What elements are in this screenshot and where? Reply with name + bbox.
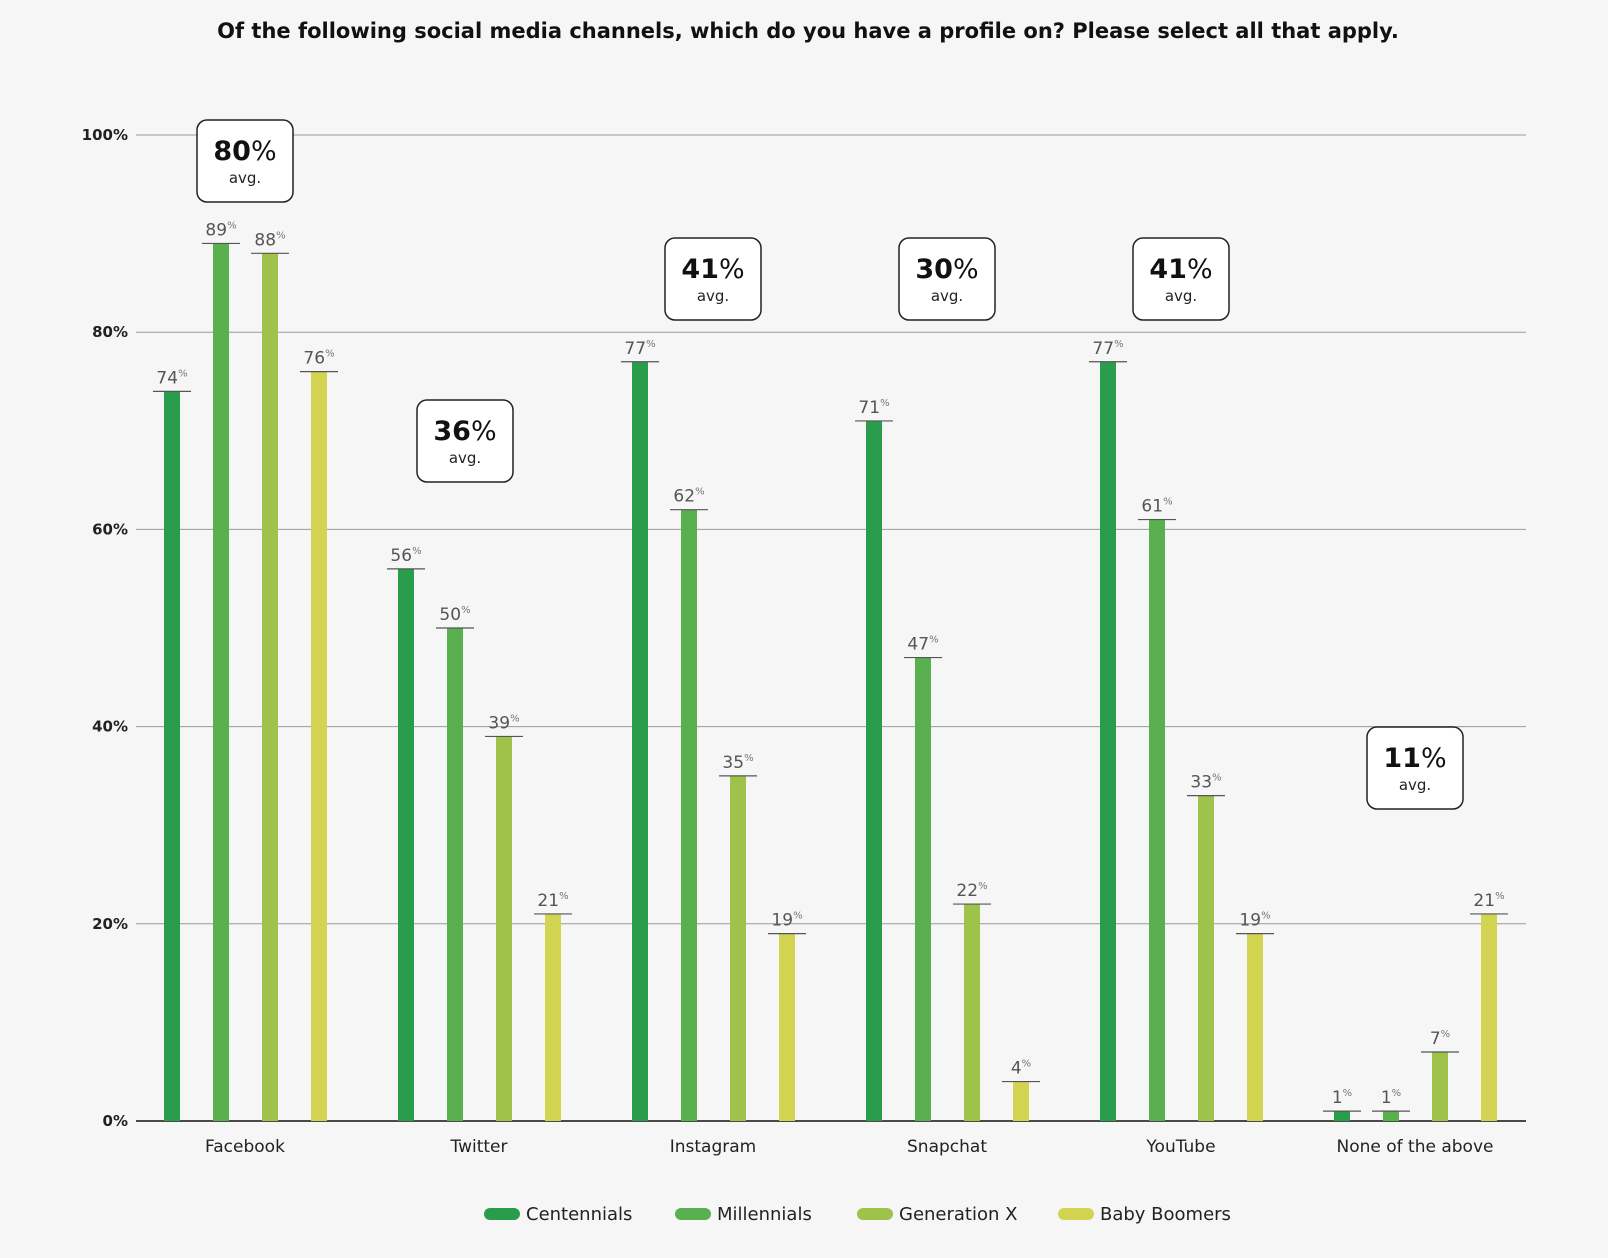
bar bbox=[311, 371, 327, 1121]
bar bbox=[447, 628, 463, 1121]
bar bbox=[213, 243, 229, 1121]
avg-value: 41% bbox=[1149, 254, 1212, 285]
bar bbox=[496, 736, 512, 1121]
y-tick-label: 60% bbox=[92, 520, 128, 538]
bar bbox=[545, 913, 561, 1121]
bar-value-label: 1% bbox=[1332, 1088, 1352, 1108]
bar-value-label: 21% bbox=[1473, 891, 1504, 911]
avg-box bbox=[196, 119, 294, 203]
legend-item: Centennials bbox=[484, 1204, 632, 1225]
avg-label: avg. bbox=[229, 169, 261, 187]
bar-value-label: 7% bbox=[1430, 1029, 1450, 1049]
bar-value-label: 62% bbox=[673, 487, 704, 507]
bar-value-label: 19% bbox=[771, 911, 802, 931]
legend-item: Millennials bbox=[675, 1204, 812, 1225]
bar bbox=[730, 775, 746, 1121]
bar-value-label: 77% bbox=[1092, 339, 1123, 359]
bar bbox=[915, 657, 931, 1121]
avg-callout: 36% avg. bbox=[416, 399, 514, 483]
bar bbox=[1334, 1111, 1350, 1121]
bar bbox=[866, 420, 882, 1121]
avg-label: avg. bbox=[697, 287, 729, 305]
legend-swatch bbox=[1058, 1208, 1094, 1220]
avg-box bbox=[664, 237, 762, 321]
legend-swatch bbox=[857, 1208, 893, 1220]
bar-value-label: 19% bbox=[1239, 911, 1270, 931]
y-tick-label: 80% bbox=[92, 323, 128, 341]
avg-value: 36% bbox=[433, 416, 496, 447]
avg-value: 11% bbox=[1383, 743, 1446, 774]
bar-value-label: 74% bbox=[156, 368, 187, 388]
legend-swatch bbox=[675, 1208, 711, 1220]
bar bbox=[262, 253, 278, 1121]
x-tick-label: Facebook bbox=[205, 1137, 285, 1157]
chart-title: Of the following social media channels, … bbox=[217, 19, 1399, 43]
bar bbox=[681, 509, 697, 1121]
avg-box bbox=[1132, 237, 1230, 321]
avg-label: avg. bbox=[931, 287, 963, 305]
bar bbox=[1198, 795, 1214, 1121]
bar-value-label: 61% bbox=[1141, 497, 1172, 517]
avg-callout: 30% avg. bbox=[898, 237, 996, 321]
avg-callout: 41% avg. bbox=[1132, 237, 1230, 321]
avg-value: 41% bbox=[681, 254, 744, 285]
avg-label: avg. bbox=[1165, 287, 1197, 305]
legend-item: Generation X bbox=[857, 1204, 1017, 1225]
bar-value-label: 47% bbox=[907, 635, 938, 655]
avg-box bbox=[898, 237, 996, 321]
bar bbox=[1013, 1081, 1029, 1121]
y-tick-label: 0% bbox=[103, 1112, 128, 1130]
avg-value: 30% bbox=[915, 254, 978, 285]
avg-label: avg. bbox=[449, 449, 481, 467]
bar-value-label: 89% bbox=[205, 220, 236, 240]
bar-value-label: 77% bbox=[624, 339, 655, 359]
y-tick-label: 20% bbox=[92, 915, 128, 933]
bar bbox=[1149, 519, 1165, 1121]
avg-box bbox=[416, 399, 514, 483]
bar bbox=[1247, 933, 1263, 1121]
x-tick-label: YouTube bbox=[1145, 1137, 1215, 1157]
y-tick-label: 40% bbox=[92, 718, 128, 736]
bar-value-label: 21% bbox=[537, 891, 568, 911]
y-tick-label: 100% bbox=[82, 126, 128, 144]
bar-value-label: 76% bbox=[303, 349, 334, 369]
legend-label: Generation X bbox=[899, 1204, 1017, 1225]
legend-label: Millennials bbox=[717, 1204, 812, 1225]
bar bbox=[1100, 361, 1116, 1121]
bar bbox=[632, 361, 648, 1121]
x-tick-label: Instagram bbox=[670, 1137, 757, 1157]
bar-value-label: 1% bbox=[1381, 1088, 1401, 1108]
bar-value-label: 88% bbox=[254, 230, 285, 250]
legend-item: Baby Boomers bbox=[1058, 1204, 1231, 1225]
bar-value-label: 71% bbox=[858, 398, 889, 418]
bar-value-label: 4% bbox=[1011, 1059, 1031, 1079]
bar bbox=[398, 568, 414, 1121]
legend-label: Centennials bbox=[526, 1204, 632, 1225]
bar bbox=[1481, 913, 1497, 1121]
bar-value-label: 50% bbox=[439, 605, 470, 625]
avg-callout: 41% avg. bbox=[664, 237, 762, 321]
legend-label: Baby Boomers bbox=[1100, 1204, 1231, 1225]
bar bbox=[1383, 1111, 1399, 1121]
avg-value: 80% bbox=[213, 136, 276, 167]
legend-swatch bbox=[484, 1208, 520, 1220]
bar-value-label: 35% bbox=[722, 753, 753, 773]
bar-value-label: 22% bbox=[956, 881, 987, 901]
avg-box bbox=[1366, 726, 1464, 810]
avg-label: avg. bbox=[1399, 776, 1431, 794]
avg-callout: 80% avg. bbox=[196, 119, 294, 203]
bar-value-label: 56% bbox=[390, 546, 421, 566]
x-tick-label: Twitter bbox=[450, 1137, 508, 1157]
bar-value-label: 33% bbox=[1190, 773, 1221, 793]
x-tick-label: None of the above bbox=[1337, 1137, 1494, 1157]
bar bbox=[964, 904, 980, 1121]
avg-callout: 11% avg. bbox=[1366, 726, 1464, 810]
bar bbox=[779, 933, 795, 1121]
bar bbox=[164, 391, 180, 1121]
bar-value-label: 39% bbox=[488, 713, 519, 733]
x-tick-label: Snapchat bbox=[907, 1137, 987, 1157]
bar bbox=[1432, 1051, 1448, 1121]
